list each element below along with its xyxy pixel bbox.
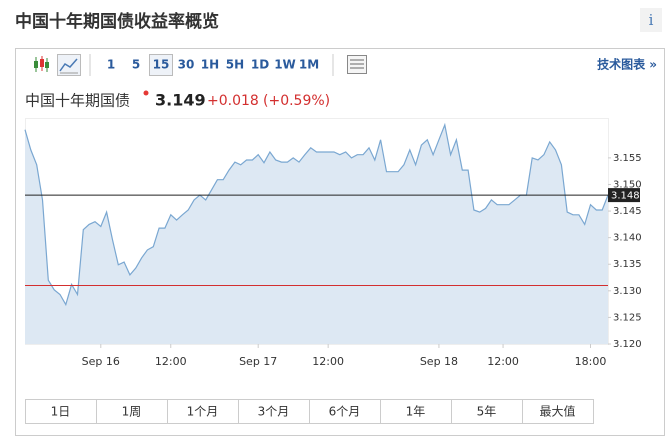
interval-button[interactable]: 5 <box>132 58 140 72</box>
range-button[interactable]: 1个月 <box>187 405 219 419</box>
x-tick-label: Sep 17 <box>239 355 277 368</box>
y-tick-label: 3.150 <box>613 179 642 190</box>
y-tick-label: 3.125 <box>613 312 642 323</box>
interval-button[interactable]: 15 <box>153 58 170 72</box>
y-tick-label: 3.120 <box>613 339 642 350</box>
last-price: 3.149 <box>155 91 206 110</box>
live-dot <box>143 90 149 96</box>
range-button-box[interactable] <box>451 399 523 424</box>
last-value-label: 3.148 <box>611 191 640 202</box>
interval-button[interactable]: 30 <box>178 58 195 72</box>
range-button[interactable]: 5年 <box>477 405 497 419</box>
price-change-pct: (+0.59%) <box>263 93 330 109</box>
interval-button[interactable]: 1 <box>107 58 115 72</box>
y-tick-label: 3.130 <box>613 286 642 297</box>
x-tick-label: 18:00 <box>575 355 607 368</box>
range-button-box[interactable] <box>309 399 381 424</box>
price-change: +0.018 <box>207 93 259 109</box>
last-value-box <box>608 188 640 203</box>
range-button[interactable]: 1周 <box>122 405 142 419</box>
info-button[interactable]: i <box>649 11 654 29</box>
interval-selected[interactable] <box>149 54 173 76</box>
range-button-box[interactable] <box>238 399 310 424</box>
y-tick-label: 3.140 <box>613 233 642 244</box>
range-button[interactable]: 1年 <box>406 405 426 419</box>
interval-button[interactable]: 1M <box>299 58 319 72</box>
range-button-box[interactable] <box>25 399 97 424</box>
y-tick-label: 3.155 <box>613 153 642 164</box>
line-icon[interactable] <box>57 54 81 76</box>
area <box>25 124 608 345</box>
x-tick-label: Sep 18 <box>420 355 458 368</box>
x-tick-label: 12:00 <box>487 355 519 368</box>
y-tick-label: 3.145 <box>613 206 642 217</box>
interval-button[interactable]: 1D <box>251 58 269 72</box>
page-title: 中国十年期国债收益率概览 <box>15 11 219 32</box>
interval-button[interactable]: 1W <box>274 58 296 72</box>
range-button-box[interactable] <box>167 399 239 424</box>
info-button-bg[interactable] <box>640 8 662 32</box>
interval-button[interactable]: 5H <box>226 58 244 72</box>
range-button[interactable]: 6个月 <box>329 405 361 419</box>
x-tick-label: 12:00 <box>155 355 187 368</box>
candle-icon[interactable] <box>34 56 49 72</box>
y-tick-label: 3.135 <box>613 259 642 270</box>
table-icon[interactable] <box>347 55 367 74</box>
x-tick-label: 12:00 <box>312 355 344 368</box>
technical-chart-link[interactable]: 技术图表 » <box>597 57 657 72</box>
range-button[interactable]: 最大值 <box>539 404 575 419</box>
range-button[interactable]: 1日 <box>51 405 71 419</box>
interval-button[interactable]: 1H <box>201 58 219 72</box>
range-button-box[interactable] <box>522 399 594 424</box>
price-line <box>24 122 609 307</box>
range-button-box[interactable] <box>380 399 452 424</box>
x-tick-label: Sep 16 <box>82 355 120 368</box>
instrument-name: 中国十年期国债 <box>25 92 130 110</box>
range-button[interactable]: 3个月 <box>258 405 290 419</box>
